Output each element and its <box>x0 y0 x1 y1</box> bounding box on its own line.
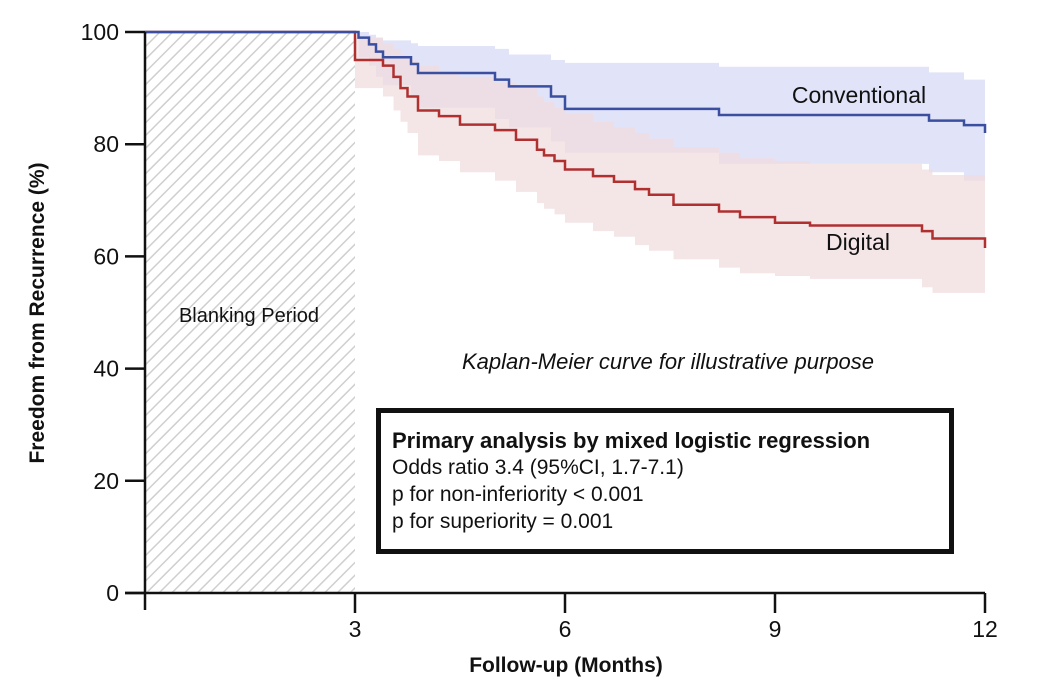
stats-line-non-inferiority: p for non-inferiority < 0.001 <box>392 483 644 506</box>
stats-box-title: Primary analysis by mixed logistic regre… <box>392 428 871 453</box>
x-tick-label: 6 <box>559 616 572 642</box>
x-tick-label: 12 <box>972 616 998 642</box>
x-tick-label: 3 <box>349 616 362 642</box>
y-tick-label: 0 <box>106 580 119 606</box>
ci-band-digital <box>355 37 985 307</box>
y-tick-label: 20 <box>93 468 119 494</box>
blanking-period-region <box>145 32 355 593</box>
stats-line-odds-ratio: Odds ratio 3.4 (95%CI, 1.7-7.1) <box>392 456 684 479</box>
ci-band-conventional <box>355 32 985 190</box>
series-label-digital: Digital <box>826 229 890 255</box>
y-tick-label: 100 <box>81 19 119 45</box>
y-axis-title: Freedom from Recurrence (%) <box>26 162 49 463</box>
y-tick-label: 40 <box>93 356 119 382</box>
blanking-period-label: Blanking Period <box>179 305 319 327</box>
x-tick-label: 9 <box>769 616 782 642</box>
annotation-text: Kaplan-Meier curve for illustrative purp… <box>462 349 874 374</box>
y-tick-label: 60 <box>93 243 119 269</box>
y-tick-label: 80 <box>93 131 119 157</box>
x-axis-title: Follow-up (Months) <box>469 654 663 677</box>
series-label-conventional: Conventional <box>792 82 926 108</box>
stats-box: Primary analysis by mixed logistic regre… <box>376 408 954 554</box>
stats-line-superiority: p for superiority = 0.001 <box>392 510 614 533</box>
km-curve-conventional <box>145 30 987 133</box>
km-curve-digital <box>145 30 987 248</box>
